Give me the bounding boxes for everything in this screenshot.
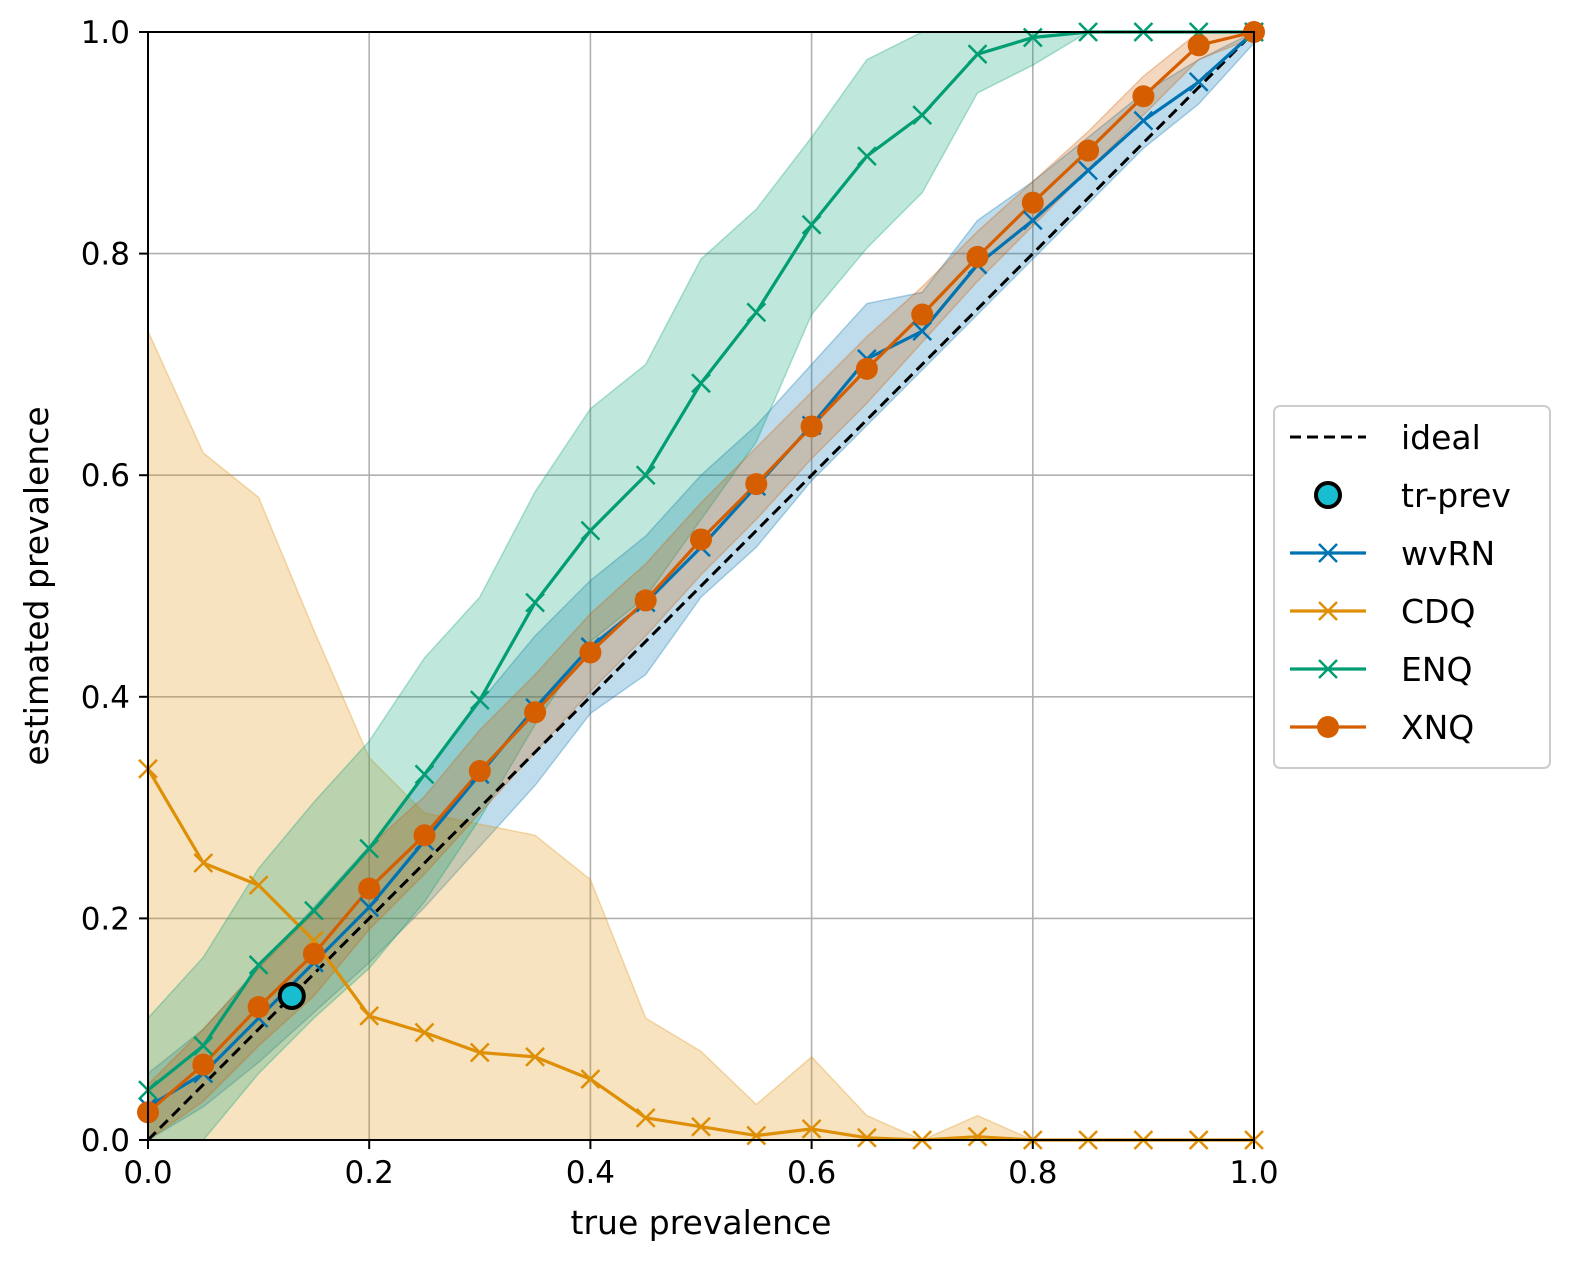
legend-label-cdq: CDQ	[1401, 592, 1475, 631]
point-wvrn	[1022, 210, 1043, 231]
point-wvrn	[1188, 71, 1209, 92]
x-tick-label: 0.4	[566, 1155, 615, 1191]
y-tick-label: 0.8	[81, 237, 130, 273]
y-tick-label: 0.2	[81, 901, 130, 937]
y-tick-labels: 0.0 0.2 0.4 0.6 0.8 1.0	[81, 15, 130, 1159]
point-cdq	[359, 1006, 380, 1026]
legend-swatch-tr-prev	[1314, 481, 1342, 509]
point-xnq	[413, 824, 436, 847]
point-xnq	[634, 589, 657, 612]
point-cdq	[746, 1125, 767, 1146]
point-xnq	[1187, 34, 1210, 57]
legend-swatch-marker	[1318, 659, 1338, 679]
series-markers	[137, 21, 1265, 1150]
point-enq	[912, 105, 933, 125]
point-enq	[857, 146, 877, 166]
point-enq	[248, 955, 269, 975]
legend-label-wvrn: wvRN	[1401, 534, 1495, 573]
training-prevalence-group	[277, 981, 306, 1010]
legend-box	[1273, 405, 1551, 769]
legend-label-ideal: ideal	[1401, 418, 1481, 457]
x-tick-label: 0.2	[345, 1155, 394, 1191]
point-cdq	[801, 1119, 822, 1139]
point-enq	[414, 764, 435, 785]
point-xnq	[1077, 139, 1100, 162]
point-xnq	[1021, 191, 1044, 214]
point-cdq	[967, 1126, 988, 1147]
point-xnq	[911, 303, 934, 326]
legend-swatch-marker	[1318, 543, 1338, 563]
point-enq	[304, 900, 324, 921]
point-cdq	[691, 1116, 711, 1137]
point-wvrn	[1078, 160, 1098, 181]
point-enq	[746, 302, 767, 323]
legend-label-tr-prev: tr-prev	[1401, 476, 1511, 515]
point-xnq	[690, 528, 712, 551]
legend-label-xnq: XNQ	[1401, 708, 1474, 747]
point-xnq	[524, 701, 547, 724]
point-xnq	[1132, 85, 1155, 108]
point-cdq	[525, 1047, 545, 1067]
point-enq	[359, 838, 380, 859]
ideal-line-group	[146, 30, 1256, 1142]
point-wvrn	[359, 897, 380, 918]
point-enq	[193, 1035, 214, 1056]
axes-frame	[147, 31, 1255, 1141]
y-axis-label: estimated prevalence	[17, 406, 56, 765]
y-tick-label: 0.6	[81, 458, 130, 494]
point-cdq	[857, 1127, 877, 1148]
point-xnq	[358, 877, 381, 900]
point-xnq	[966, 245, 989, 268]
tr-prev-point	[277, 981, 306, 1010]
x-tick-label: 1.0	[1229, 1155, 1278, 1191]
point-enq	[525, 592, 545, 613]
x-tick-label: 0.0	[123, 1155, 172, 1191]
y-tick-label: 0.0	[81, 1123, 130, 1159]
point-xnq	[247, 996, 270, 1019]
point-cdq	[469, 1042, 490, 1063]
x-tick-labels: 0.0 0.2 0.4 0.6 0.8 1.0	[123, 1155, 1278, 1191]
x-axis-label: true prevalence	[571, 1203, 832, 1242]
legend-swatch-marker	[1318, 601, 1338, 621]
point-cdq	[580, 1069, 601, 1089]
point-xnq	[192, 1053, 215, 1076]
legend-label-enq: ENQ	[1401, 650, 1473, 689]
point-wvrn	[1133, 110, 1154, 131]
point-xnq	[800, 415, 823, 438]
point-enq	[635, 465, 656, 486]
point-cdq	[193, 853, 214, 873]
axis-ticks	[139, 31, 1255, 1149]
legend: ideal tr-prev wvRN CDQ ENQ XNQ	[1273, 405, 1551, 769]
point-enq	[691, 373, 711, 394]
point-enq	[469, 690, 490, 711]
point-xnq	[745, 473, 768, 496]
point-xnq	[302, 942, 325, 965]
point-cdq	[414, 1022, 435, 1043]
point-xnq	[579, 641, 602, 664]
point-xnq	[468, 760, 491, 783]
point-enq	[801, 214, 822, 235]
point-enq	[967, 44, 988, 65]
point-cdq	[635, 1107, 656, 1128]
x-tick-label: 0.8	[1008, 1155, 1057, 1191]
ideal-line	[146, 30, 1256, 1142]
y-tick-label: 0.4	[81, 680, 130, 716]
y-tick-label: 1.0	[81, 15, 130, 51]
point-cdq	[248, 875, 269, 896]
plot-frame	[147, 31, 1255, 1141]
point-enq	[580, 520, 601, 541]
x-tick-label: 0.6	[787, 1155, 836, 1191]
point-xnq	[855, 357, 878, 380]
legend-swatch-marker	[1317, 716, 1339, 738]
point-wvrn	[912, 321, 933, 342]
